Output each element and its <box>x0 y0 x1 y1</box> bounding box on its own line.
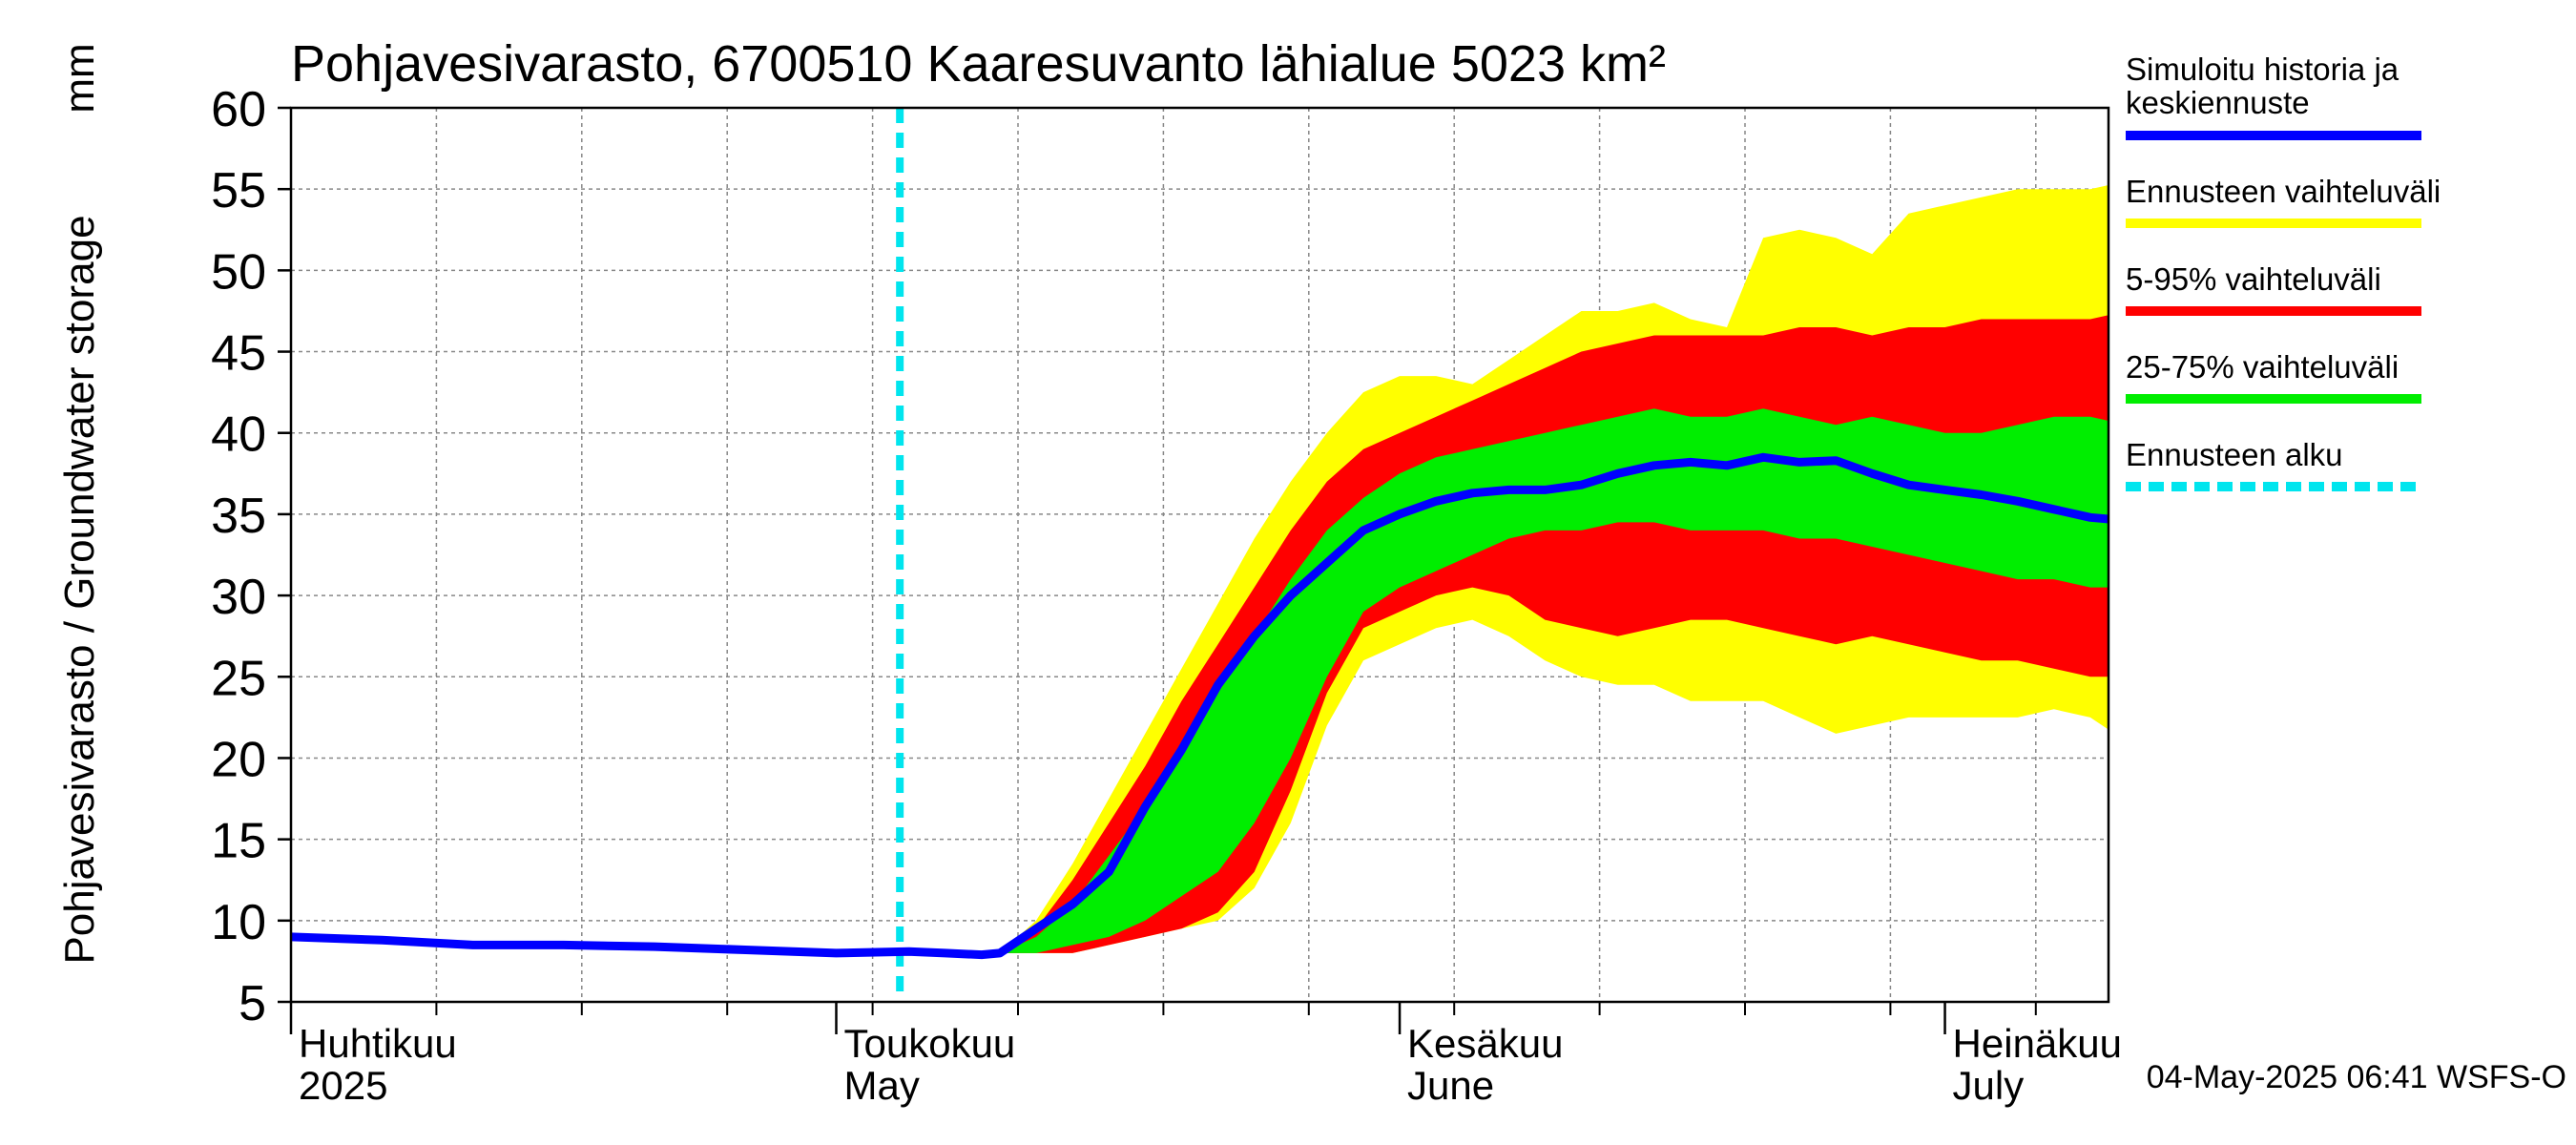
y-tick-label: 50 <box>211 244 266 300</box>
legend-label: keskiennuste <box>2126 85 2310 120</box>
band-25-75-vaihteluv-li <box>1000 408 2109 953</box>
x-month-label-en: July <box>1953 1063 2025 1108</box>
y-tick-label: 15 <box>211 814 266 869</box>
y-tick-label: 55 <box>211 163 266 219</box>
x-month-label-fi: Huhtikuu <box>299 1021 457 1066</box>
x-month-label-en: 2025 <box>299 1063 387 1108</box>
y-tick-label: 60 <box>211 82 266 137</box>
x-month-label-en: June <box>1407 1063 1494 1108</box>
y-tick-label: 40 <box>211 407 266 463</box>
plot-frame <box>289 106 2110 1004</box>
y-tick-label: 25 <box>211 651 266 706</box>
forecast-bands <box>1000 184 2109 953</box>
legend-label: 5-95% vaihteluväli <box>2126 261 2381 297</box>
legend-label: Ennusteen vaihteluväli <box>2126 174 2441 209</box>
legend-label: Simuloitu historia ja <box>2126 52 2399 87</box>
x-month-label-en: May <box>844 1063 920 1108</box>
y-tick-label: 10 <box>211 895 266 950</box>
plot-border <box>289 106 2110 1004</box>
y-tick-label: 30 <box>211 570 266 625</box>
y-tick-label: 5 <box>239 976 266 1031</box>
x-month-label-fi: Kesäkuu <box>1407 1021 1563 1066</box>
x-month-label-fi: Heinäkuu <box>1953 1021 2122 1066</box>
y-axis-unit: mm <box>56 43 103 113</box>
y-tick-label: 45 <box>211 326 266 382</box>
y-tick-label: 20 <box>211 732 266 787</box>
y-tick-label: 35 <box>211 489 266 544</box>
legend-label: Ennusteen alku <box>2126 437 2343 472</box>
median-line <box>291 452 2109 960</box>
chart-title: Pohjavesivarasto, 6700510 Kaaresuvanto l… <box>291 35 1666 93</box>
x-month-label-fi: Toukokuu <box>844 1021 1016 1066</box>
series-lines <box>291 108 2109 1002</box>
y-axis-ticks: 5 10 15 20 25 30 35 40 45 50 55 60 <box>211 82 291 1031</box>
footer-timestamp: 04-May-2025 06:41 WSFS-O <box>2147 1059 2566 1095</box>
legend-label: 25-75% vaihteluväli <box>2126 349 2399 385</box>
y-axis-label: Pohjavesivarasto / Groundwater storage <box>56 215 103 964</box>
